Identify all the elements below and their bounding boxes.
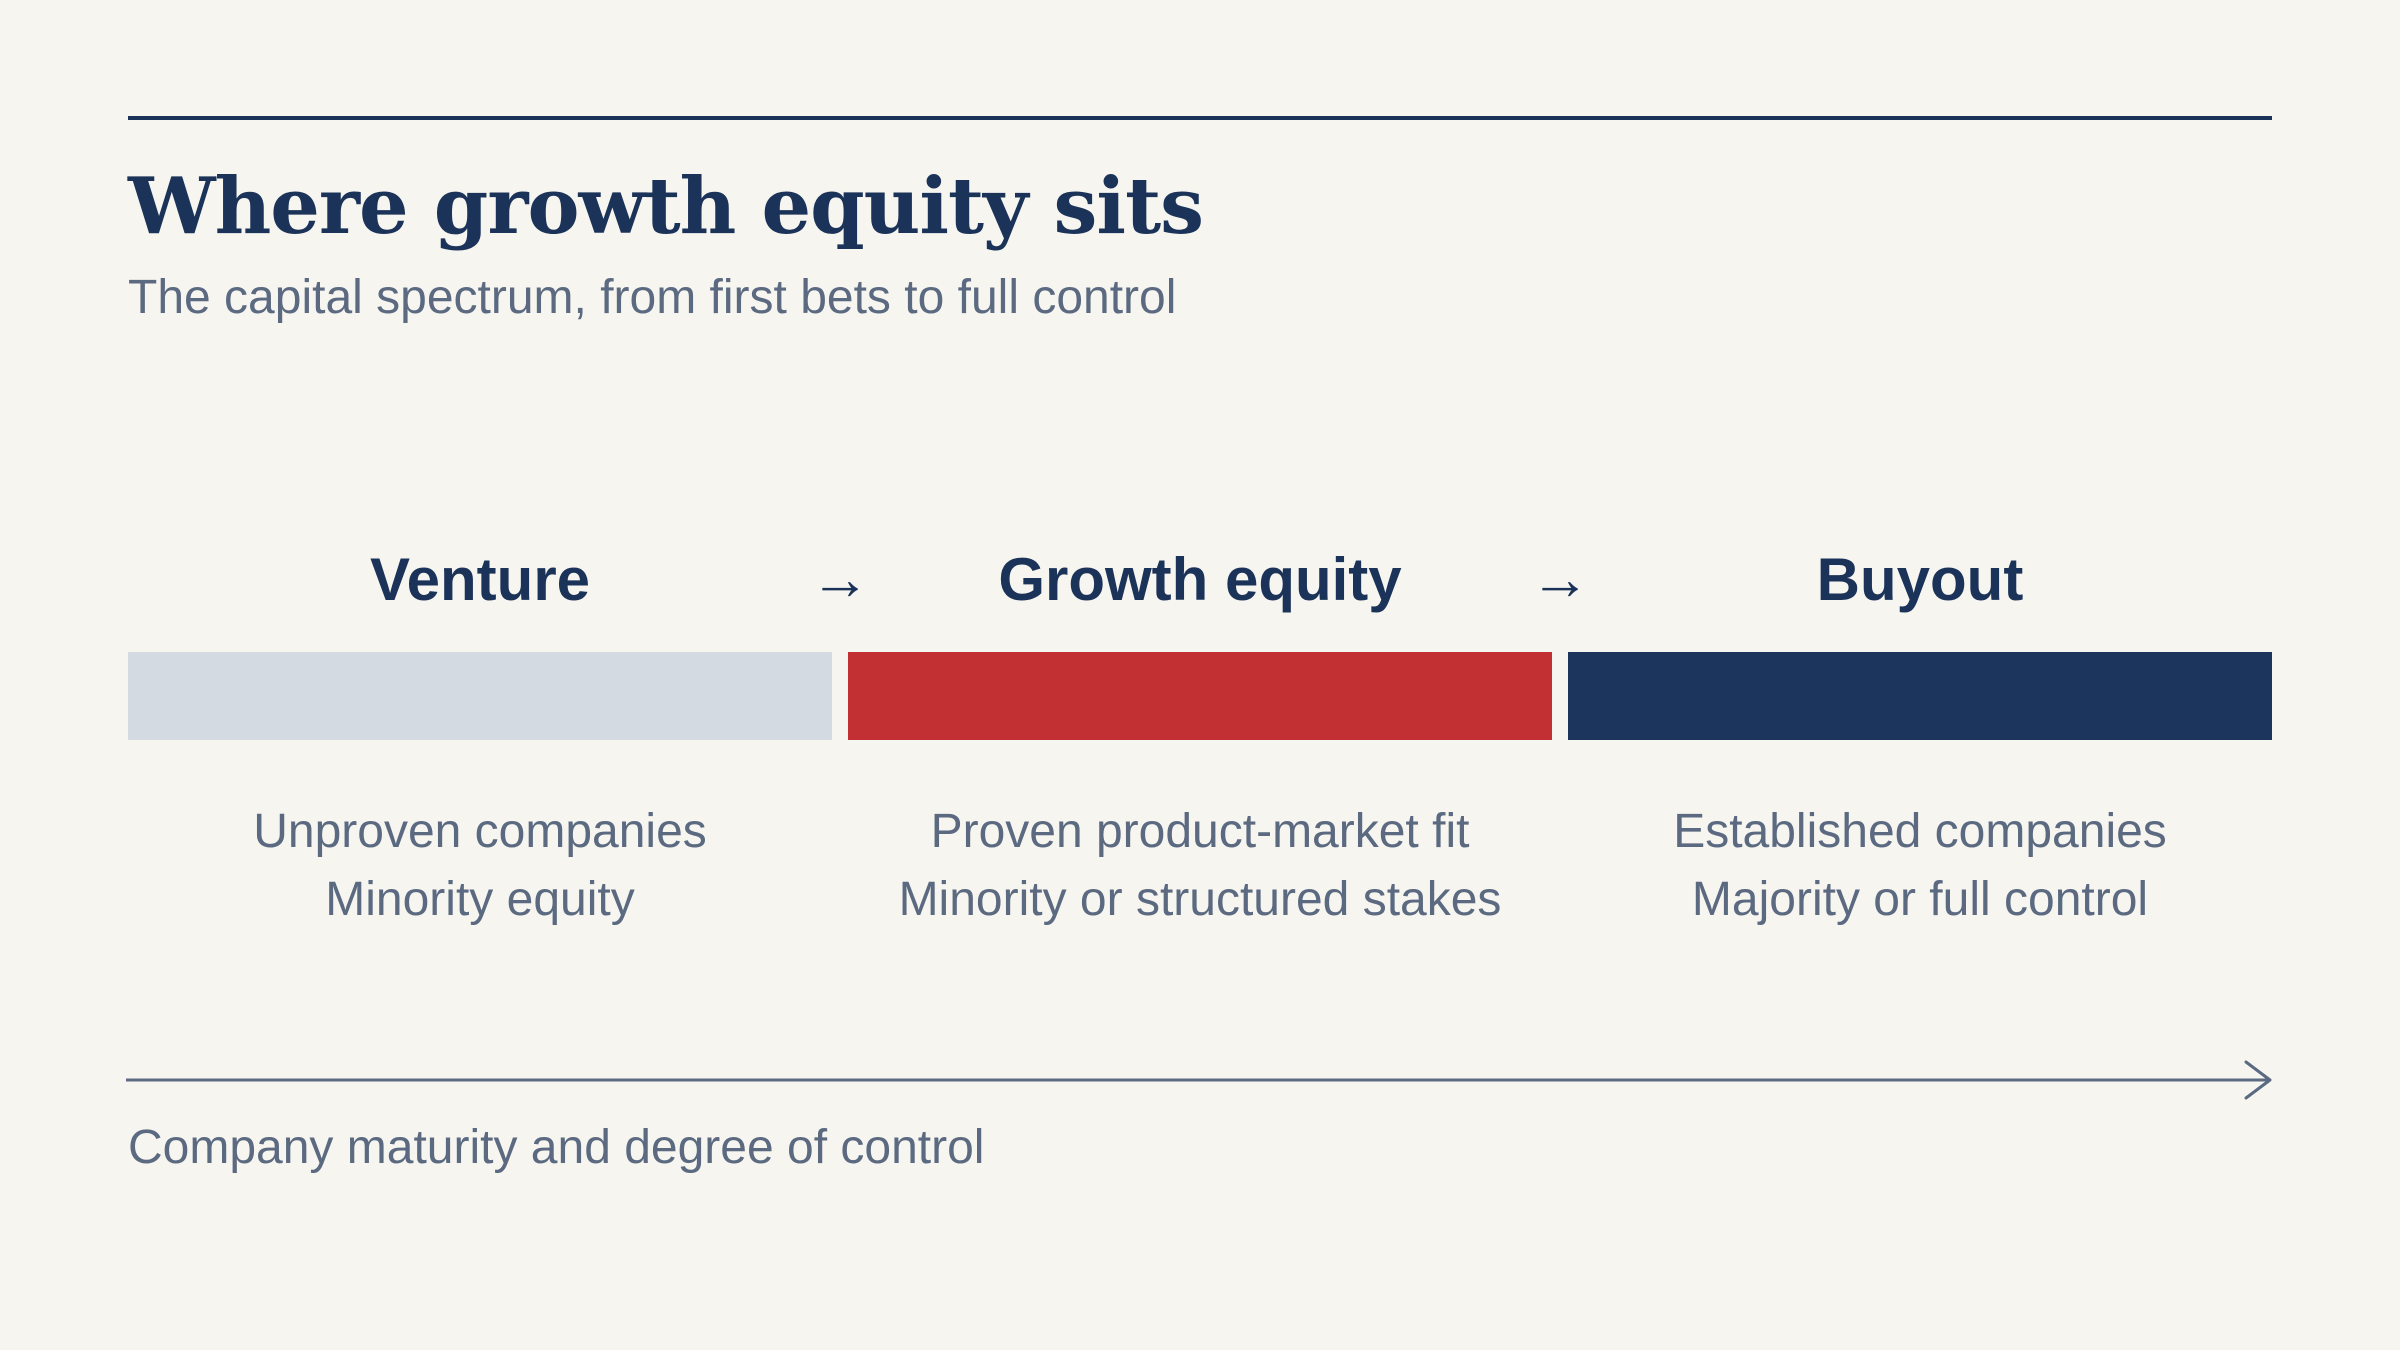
stage-description-buyout: Established companies Majority or full c…	[1568, 798, 2272, 934]
stage-bar-growth-equity	[848, 652, 1552, 740]
stage-bar-buyout	[1568, 652, 2272, 740]
stage-label-buyout: Buyout	[1816, 546, 2024, 613]
arrow-right-icon: →	[810, 545, 870, 612]
axis-label: Company maturity and degree of control	[128, 1121, 985, 1174]
axis-arrowhead-icon	[2244, 1060, 2272, 1100]
stage-description-line: Unproven companies	[253, 805, 707, 858]
stage-description-line: Majority or full control	[1691, 873, 2149, 926]
page-title: Where growth equity sits	[128, 161, 1204, 252]
stage-description-growth-equity: Proven product-market fit Minority or st…	[848, 798, 1552, 934]
page-subtitle: The capital spectrum, from first bets to…	[128, 271, 1177, 324]
arrow-right-icon: →	[1530, 545, 1590, 612]
stage-description-line: Minority or structured stakes	[898, 873, 1502, 926]
stage-description-line: Proven product-market fit	[930, 805, 1470, 858]
stage-label-growth-equity: Growth equity	[998, 546, 1402, 613]
top-rule	[128, 116, 2272, 120]
stage-description-line: Established companies	[1673, 805, 2167, 858]
stage-label-venture: Venture	[369, 546, 591, 613]
axis-arrow	[126, 1060, 2272, 1100]
stage-description-line: Minority equity	[325, 873, 635, 926]
stage-bar-venture	[128, 652, 832, 740]
stage-description-venture: Unproven companies Minority equity	[128, 798, 832, 934]
